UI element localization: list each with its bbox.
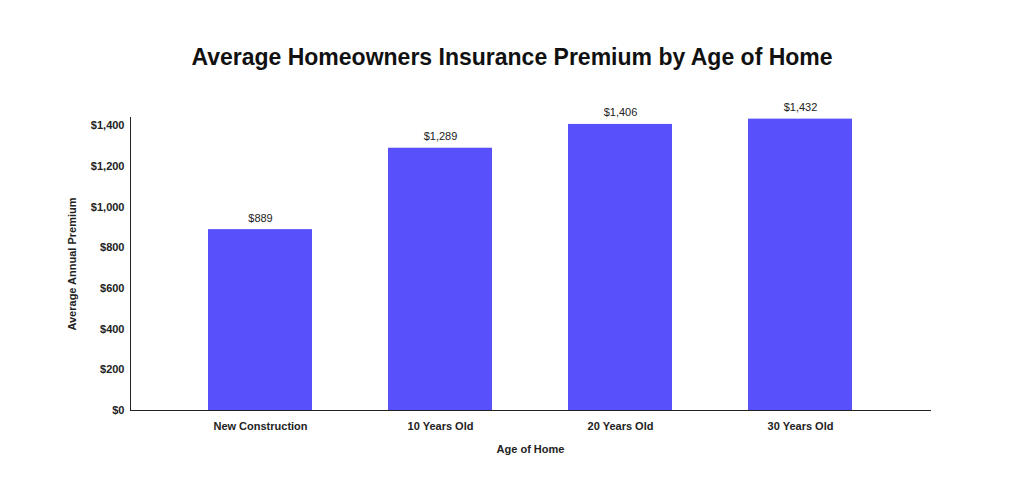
svg-text:$1,406: $1,406	[604, 106, 638, 118]
svg-text:$1,432: $1,432	[784, 101, 818, 113]
svg-text:$600: $600	[100, 282, 124, 294]
svg-text:$1,000: $1,000	[91, 201, 125, 213]
svg-text:20 Years Old: 20 Years Old	[588, 420, 654, 432]
svg-text:New Construction: New Construction	[213, 420, 307, 432]
svg-text:Average Annual Premium: Average Annual Premium	[66, 197, 78, 330]
html-text:Average Homeowners Insurance P: Average Homeowners Insurance Premium by …	[191, 44, 833, 70]
svg-text:$1,200: $1,200	[91, 160, 125, 172]
svg-text:$0: $0	[112, 404, 124, 416]
svg-text:$889: $889	[248, 212, 272, 224]
svg-text:$800: $800	[100, 241, 124, 253]
svg-text:30 Years Old: 30 Years Old	[768, 420, 834, 432]
svg-text:10 Years Old: 10 Years Old	[408, 420, 474, 432]
svg-text:$1,289: $1,289	[424, 130, 458, 142]
svg-text:$1,400: $1,400	[91, 119, 125, 131]
svg-text:$200: $200	[100, 363, 124, 375]
svg-text:$400: $400	[100, 323, 124, 335]
svg-text:Age of Home: Age of Home	[497, 443, 565, 455]
